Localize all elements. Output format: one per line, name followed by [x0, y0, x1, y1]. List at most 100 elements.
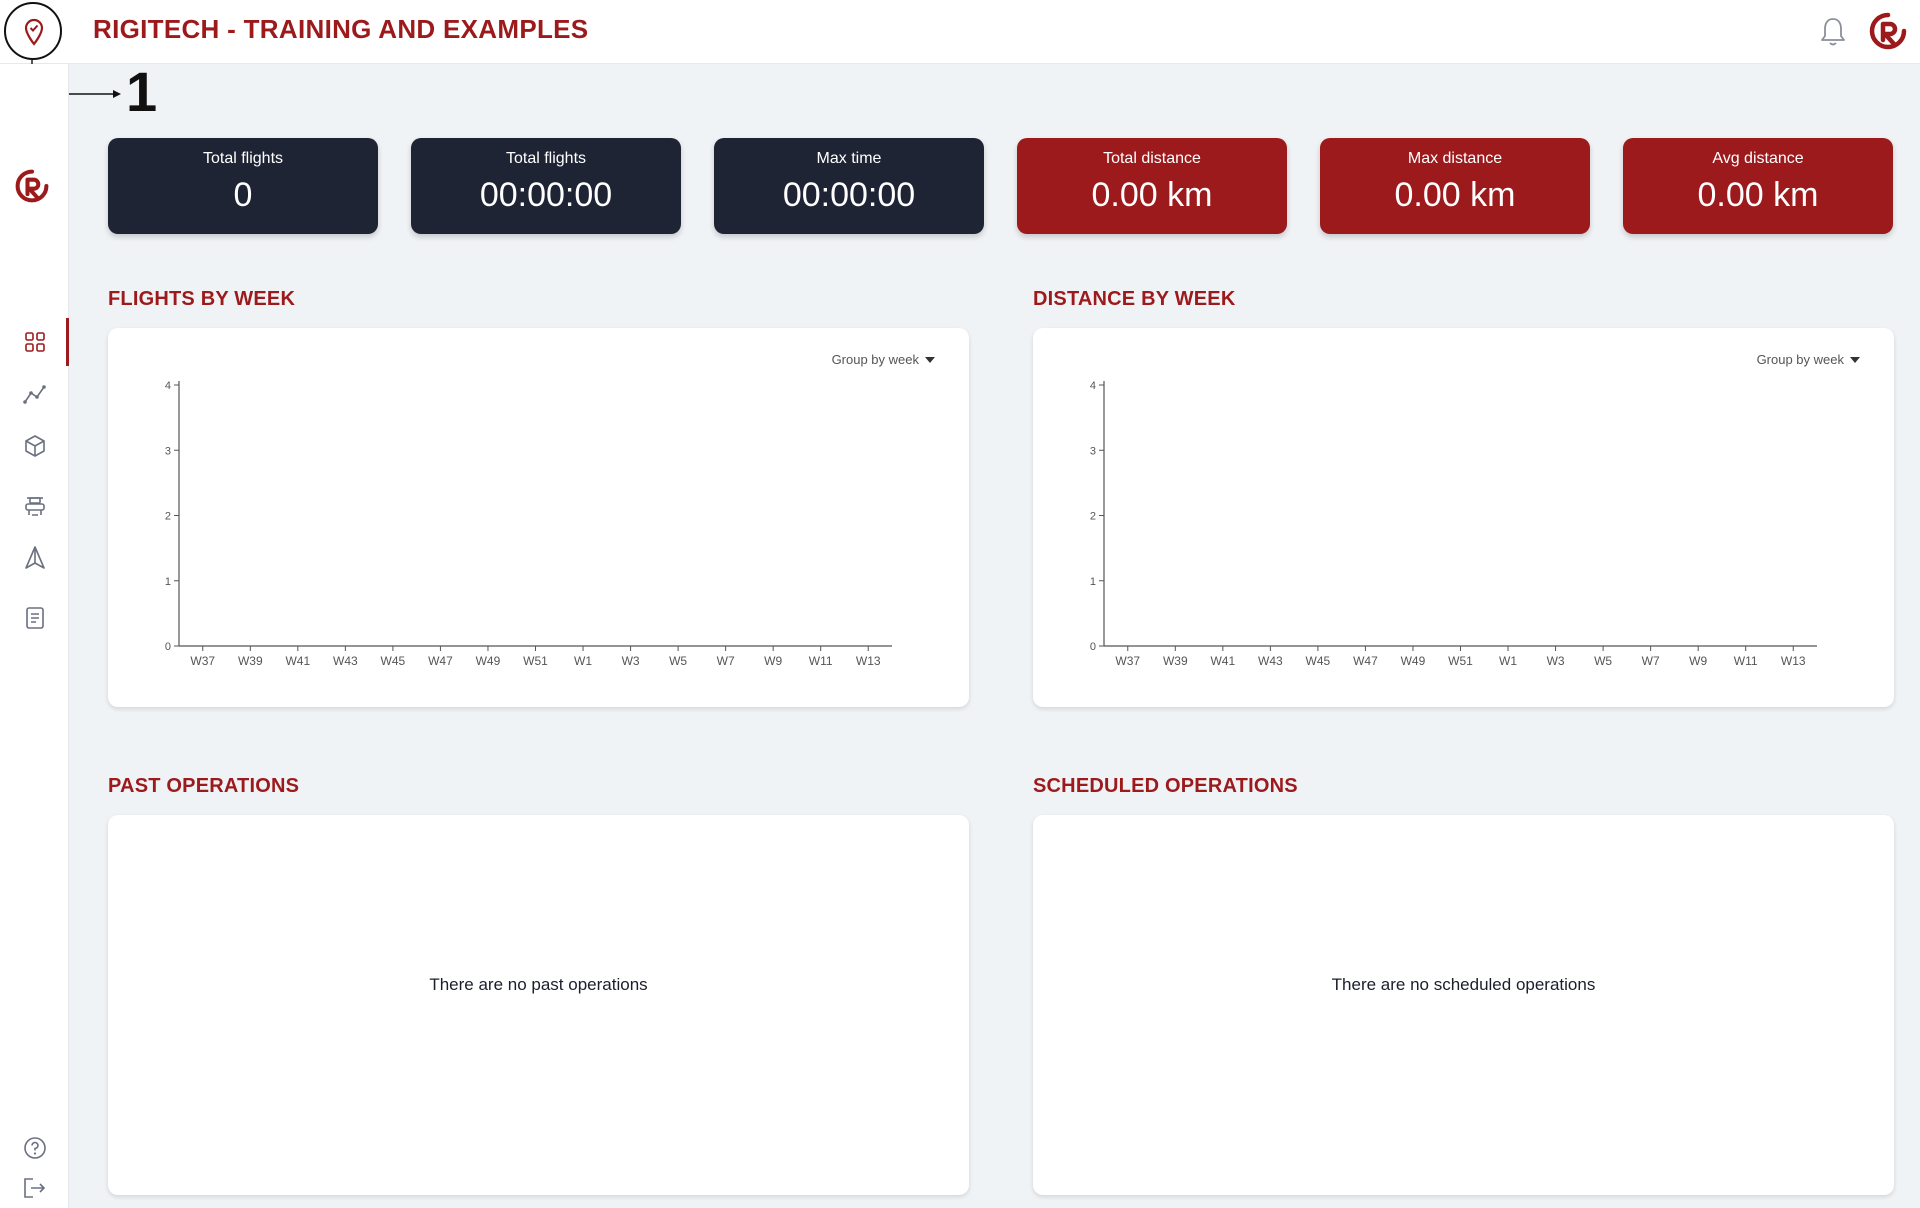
- stat-value: 0: [233, 176, 253, 214]
- stat-value: 00:00:00: [782, 176, 916, 214]
- stat-value: 0.00 km: [1091, 176, 1213, 214]
- x-tick-label: W1: [574, 654, 592, 668]
- scheduled-operations-empty-message: There are no scheduled operations: [1331, 975, 1596, 994]
- x-tick-label: W1: [1499, 654, 1517, 668]
- distance-by-week-chart: 0 1 2 3 4 W37 W39 W41 W43 W45 W47 W49 W51 W1 W3 W5 W7 W9 W…: [1090, 380, 1817, 668]
- x-tick-label: W5: [669, 654, 687, 668]
- caret-down-icon: [1850, 356, 1860, 363]
- stat-value: 0.00 km: [1394, 176, 1516, 214]
- x-tick-label: W39: [1163, 654, 1188, 668]
- y-tick-label: 3: [165, 445, 171, 457]
- group-by-dropdown[interactable]: Group by week: [1757, 352, 1860, 367]
- stat-label: Total distance: [1103, 150, 1201, 167]
- group-by-label: Group by week: [831, 352, 919, 367]
- document-icon: [25, 607, 44, 629]
- x-tick-label: W51: [523, 654, 548, 668]
- stat-card-total-flight-time: Total flights 00:00:00: [411, 138, 681, 234]
- sidebar-item-navigation[interactable]: [0, 534, 69, 582]
- x-tick-label: W45: [381, 654, 406, 668]
- stat-card-avg-distance: Avg distance 0.00 km: [1623, 138, 1893, 234]
- x-tick-label: W45: [1306, 654, 1331, 668]
- stat-card-max-time: Max time 00:00:00: [714, 138, 984, 234]
- y-tick-label: 0: [165, 641, 171, 653]
- drone-icon: [24, 497, 45, 516]
- help-icon: [23, 1137, 46, 1159]
- x-tick-label: W47: [1353, 654, 1378, 668]
- y-tick-label: 4: [165, 380, 171, 392]
- scheduled-operations-panel: There are no scheduled operations: [1033, 815, 1894, 1195]
- x-tick-label: W37: [190, 654, 215, 668]
- sidebar-item-documents[interactable]: [0, 594, 69, 642]
- y-tick-label: 1: [1090, 576, 1096, 588]
- scheduled-operations-title: SCHEDULED OPERATIONS: [1033, 775, 1298, 797]
- sidebar-item-packages[interactable]: [0, 422, 69, 470]
- rigitech-logo-icon[interactable]: [1868, 11, 1908, 56]
- x-tick-label: W9: [1689, 654, 1707, 668]
- box-icon: [24, 435, 45, 457]
- x-tick-label: W41: [1210, 654, 1235, 668]
- x-tick-label: W7: [717, 654, 735, 668]
- past-operations-title: PAST OPERATIONS: [108, 775, 300, 797]
- notifications-bell-icon[interactable]: [1818, 16, 1848, 53]
- logout-icon: [23, 1178, 45, 1198]
- x-tick-label: W49: [1401, 654, 1426, 668]
- page-title: RIGITECH - TRAINING AND EXAMPLES: [93, 14, 589, 44]
- x-tick-label: W51: [1448, 654, 1473, 668]
- y-tick-label: 0: [1090, 641, 1096, 653]
- stat-card-total-distance: Total distance 0.00 km: [1017, 138, 1287, 234]
- y-tick-label: 3: [1090, 445, 1096, 457]
- group-by-label: Group by week: [1756, 352, 1844, 367]
- x-tick-label: W9: [764, 654, 782, 668]
- stat-label: Max time: [816, 150, 882, 167]
- x-tick-label: W3: [622, 654, 640, 668]
- x-tick-label: W41: [285, 654, 310, 668]
- x-tick-label: W43: [333, 654, 358, 668]
- x-tick-label: W7: [1642, 654, 1660, 668]
- stat-card-max-distance: Max distance 0.00 km: [1320, 138, 1590, 234]
- sidebar-logo-icon[interactable]: [14, 168, 50, 209]
- y-tick-label: 1: [165, 576, 171, 588]
- x-tick-label: W3: [1547, 654, 1565, 668]
- top-header: RIGITECH - TRAINING AND EXAMPLES: [0, 0, 1920, 64]
- distance-by-week-panel: Group by week 0 1 2 3 4 W37 W39 W41 W43 W45 W47 W49…: [1033, 328, 1894, 707]
- y-tick-label: 2: [1090, 511, 1096, 523]
- sidebar-item-help[interactable]: [0, 1124, 69, 1172]
- flights-by-week-title: FLIGHTS BY WEEK: [108, 288, 296, 310]
- past-operations-empty-message: There are no past operations: [429, 975, 648, 994]
- distance-by-week-title: DISTANCE BY WEEK: [1033, 288, 1236, 310]
- x-tick-label: W39: [238, 654, 263, 668]
- sidebar: [0, 64, 69, 1208]
- stat-value: 0.00 km: [1697, 176, 1819, 214]
- sidebar-item-dashboard[interactable]: [0, 318, 69, 366]
- past-operations-panel: There are no past operations: [108, 815, 969, 1195]
- stat-card-total-flights: Total flights 0: [108, 138, 378, 234]
- stat-label: Total flights: [505, 150, 587, 167]
- flights-by-week-chart: 0 1 2 3 4 W37 W39 W41 W43 W45 W47 W49 W51 W1 W3 W5 W7 W9 W…: [165, 380, 892, 668]
- sidebar-item-logout[interactable]: [0, 1164, 69, 1208]
- stat-label: Avg distance: [1712, 150, 1804, 167]
- y-tick-label: 2: [165, 511, 171, 523]
- stat-value: 00:00:00: [479, 176, 613, 214]
- analytics-icon: [22, 385, 46, 404]
- navigation-icon: [24, 546, 45, 569]
- caret-down-icon: [925, 356, 935, 363]
- stat-label: Max distance: [1407, 150, 1503, 167]
- x-tick-label: W11: [809, 654, 833, 668]
- group-by-dropdown[interactable]: Group by week: [832, 352, 935, 367]
- location-pin-icon[interactable]: [4, 2, 62, 60]
- x-tick-label: W37: [1115, 654, 1140, 668]
- dashboard-icon: [24, 332, 45, 352]
- sidebar-item-drones[interactable]: [0, 482, 69, 530]
- sidebar-item-analytics[interactable]: [0, 370, 69, 418]
- x-tick-label: W43: [1258, 654, 1283, 668]
- x-tick-label: W13: [856, 654, 881, 668]
- x-tick-label: W11: [1734, 654, 1758, 668]
- y-tick-label: 4: [1090, 380, 1096, 392]
- callout-number: 1: [126, 60, 158, 123]
- x-tick-label: W13: [1781, 654, 1806, 668]
- flights-by-week-panel: Group by week 0 1 2 3 4 W37 W39 W41 W43 W45 W47 W49…: [108, 328, 969, 707]
- x-tick-label: W47: [428, 654, 453, 668]
- stat-label: Total flights: [202, 150, 284, 167]
- x-tick-label: W49: [476, 654, 501, 668]
- x-tick-label: W5: [1594, 654, 1612, 668]
